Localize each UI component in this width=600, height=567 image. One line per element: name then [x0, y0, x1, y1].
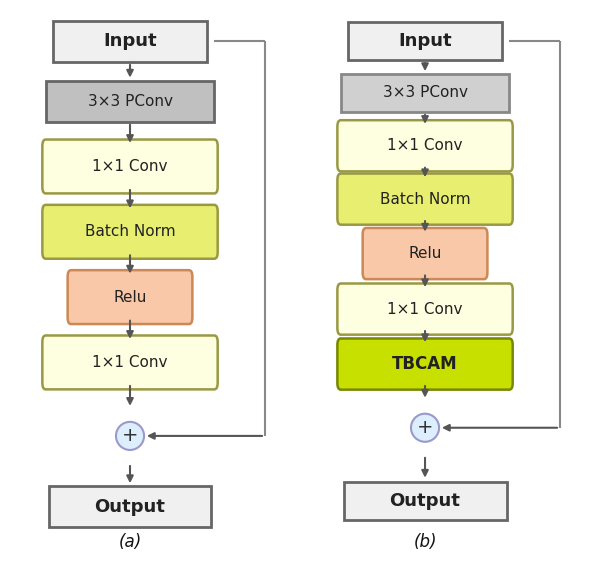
FancyBboxPatch shape — [337, 120, 512, 171]
FancyBboxPatch shape — [49, 486, 211, 527]
FancyBboxPatch shape — [53, 21, 207, 62]
Text: Relu: Relu — [409, 246, 442, 261]
Text: Output: Output — [389, 492, 460, 510]
Text: Batch Norm: Batch Norm — [380, 192, 470, 206]
FancyBboxPatch shape — [337, 174, 512, 225]
FancyBboxPatch shape — [348, 22, 502, 60]
FancyBboxPatch shape — [341, 74, 509, 112]
Text: 1×1 Conv: 1×1 Conv — [387, 302, 463, 316]
Text: 1×1 Conv: 1×1 Conv — [92, 355, 168, 370]
Text: TBCAM: TBCAM — [392, 355, 458, 373]
FancyBboxPatch shape — [337, 338, 512, 390]
Text: +: + — [122, 426, 138, 446]
FancyBboxPatch shape — [43, 139, 218, 193]
Ellipse shape — [411, 414, 439, 442]
Text: Output: Output — [95, 498, 166, 515]
Text: Batch Norm: Batch Norm — [85, 225, 175, 239]
Text: 1×1 Conv: 1×1 Conv — [92, 159, 168, 174]
FancyBboxPatch shape — [43, 336, 218, 390]
FancyBboxPatch shape — [46, 81, 214, 121]
Text: Input: Input — [398, 32, 452, 50]
Text: (b): (b) — [413, 533, 437, 551]
FancyBboxPatch shape — [337, 284, 512, 335]
Text: (a): (a) — [118, 533, 142, 551]
Text: +: + — [417, 418, 433, 437]
FancyBboxPatch shape — [68, 270, 193, 324]
Text: Relu: Relu — [113, 290, 146, 304]
FancyBboxPatch shape — [362, 228, 487, 279]
Text: 1×1 Conv: 1×1 Conv — [387, 138, 463, 153]
FancyBboxPatch shape — [43, 205, 218, 259]
FancyBboxPatch shape — [344, 482, 506, 521]
Ellipse shape — [116, 422, 144, 450]
Text: 3×3 PConv: 3×3 PConv — [383, 86, 467, 100]
Text: 3×3 PConv: 3×3 PConv — [88, 94, 173, 109]
Text: Input: Input — [103, 32, 157, 50]
